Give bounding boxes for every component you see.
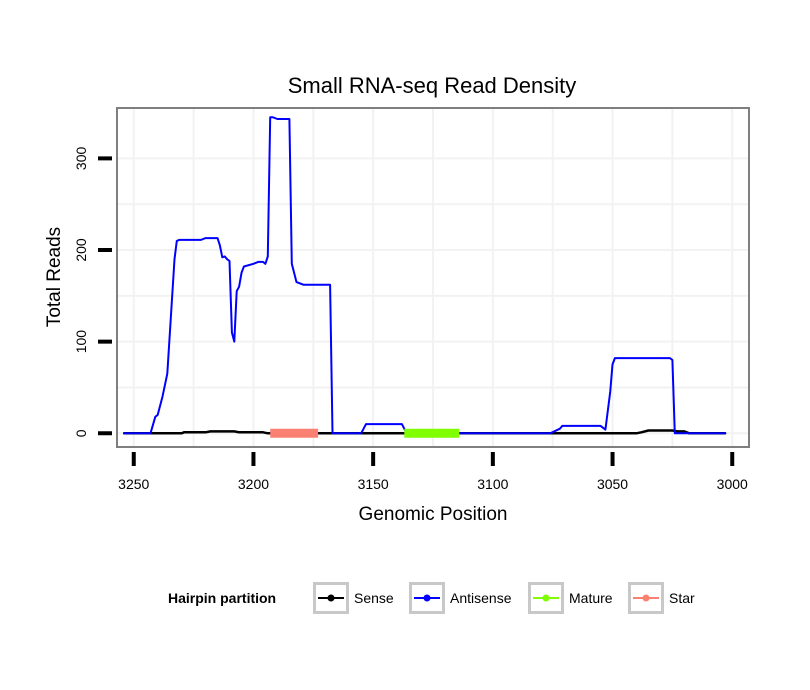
chart-title: Small RNA-seq Read Density: [288, 73, 577, 98]
x-axis: 3250 3200 3150 3100 3050 3000: [118, 452, 748, 492]
series-layer: [122, 116, 727, 438]
y-tick-label: 0: [73, 429, 89, 437]
x-axis-title: Genomic Position: [359, 504, 508, 525]
legend-label: Antisense: [450, 590, 512, 606]
y-tick-label: 300: [73, 147, 89, 171]
y-tick-label: 100: [73, 330, 89, 354]
y-tick-label: 200: [73, 238, 89, 262]
x-tick-label: 3000: [717, 476, 748, 492]
x-tick-label: 3250: [118, 476, 149, 492]
legend-key-dot: [327, 594, 335, 602]
legend-label: Mature: [569, 590, 613, 606]
series-line-antisense: [123, 116, 727, 435]
x-tick-label: 3200: [238, 476, 269, 492]
legend-key-dot: [642, 594, 650, 602]
x-tick-label: 3100: [477, 476, 508, 492]
x-tick-label: 3050: [597, 476, 628, 492]
legend-label: Star: [669, 590, 695, 606]
legend-key-dot: [542, 594, 550, 602]
legend-key-dot: [423, 594, 431, 602]
y-axis-title: Total Reads: [44, 227, 65, 327]
y-axis: 0 100 200 300: [73, 147, 112, 437]
grid: [117, 108, 749, 447]
x-tick-label: 3150: [358, 476, 389, 492]
legend: Hairpin partition Sense Antisense Mature St…: [168, 582, 695, 614]
plot-border: [116, 107, 750, 448]
legend-label: Sense: [354, 590, 394, 606]
legend-title: Hairpin partition: [168, 590, 276, 606]
